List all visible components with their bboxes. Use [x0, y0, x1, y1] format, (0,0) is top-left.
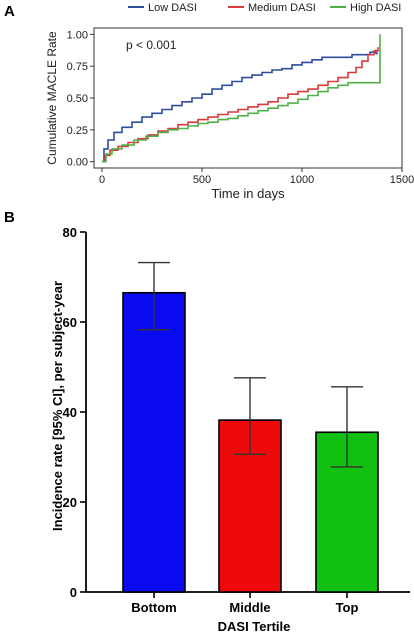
panel-a-y-tick-label: 1.00 — [67, 29, 88, 41]
legend-label: Low DASI — [148, 2, 197, 14]
panel-b-y-tick-label: 40 — [63, 405, 77, 420]
bar-bottom — [122, 291, 186, 593]
panel-b-category-labels: Bottom Middle Top — [131, 600, 358, 615]
km-curve-low-dasi — [102, 49, 378, 163]
panel-a-label: A — [4, 3, 15, 20]
panel-a-y-tick-label: 0.75 — [67, 61, 88, 73]
p-value-annotation: p < 0.001 — [126, 38, 177, 52]
panel-b-bars — [122, 291, 379, 593]
km-curve-medium-dasi — [102, 47, 379, 163]
panel-b-y-tick-label: 80 — [63, 225, 77, 240]
panel-a-x-tick-label: 500 — [193, 174, 211, 186]
panel-a-y-axis-title: Cumulative MACLE Rate — [45, 31, 59, 165]
panel-b-y-tick-label: 0 — [70, 585, 77, 600]
panel-a-x-tick-label: 1000 — [290, 174, 314, 186]
panel-b-error-bars — [138, 261, 363, 468]
panel-a-x-axis-title: Time in days — [211, 186, 285, 201]
category-label-top: Top — [336, 600, 359, 615]
panel-a-x-tick-label: 1500 — [390, 174, 414, 186]
panel-b-bar-chart: B 0 20 40 60 80 Bottom Middle Top DASI Tertile… — [4, 209, 410, 634]
bar-middle — [218, 419, 282, 593]
panel-a-y-tick-label: 0.50 — [67, 93, 88, 105]
panel-a-axes: 0 500 1000 1500 0.00 0.25 0.50 0.75 1.00 — [67, 29, 414, 186]
panel-b-label: B — [4, 209, 15, 226]
panel-a-legend: Low DASI Medium DASI High DASI — [128, 2, 401, 14]
panel-a-y-tick-label: 0.00 — [67, 157, 88, 169]
panel-a-kaplan-meier-chart: A Low DASI Medium DASI High DASI 0 500 1000 1… — [4, 2, 414, 201]
km-curve-high-dasi — [102, 34, 381, 163]
panel-b-y-tick-label: 20 — [63, 495, 77, 510]
category-label-bottom: Bottom — [131, 600, 177, 615]
panel-b-y-tick-label: 60 — [63, 315, 77, 330]
panel-a-y-tick-label: 0.25 — [67, 125, 88, 137]
panel-a-x-tick-label: 0 — [99, 174, 105, 186]
category-label-middle: Middle — [229, 600, 270, 615]
panel-b-y-axis-title: Incidence rate [95% CI], per subject-yea… — [50, 281, 65, 531]
legend-label: High DASI — [350, 2, 401, 14]
legend-label: Medium DASI — [248, 2, 316, 14]
panel-a-series — [102, 34, 381, 163]
panel-b-x-axis-title: DASI Tertile — [218, 619, 291, 634]
